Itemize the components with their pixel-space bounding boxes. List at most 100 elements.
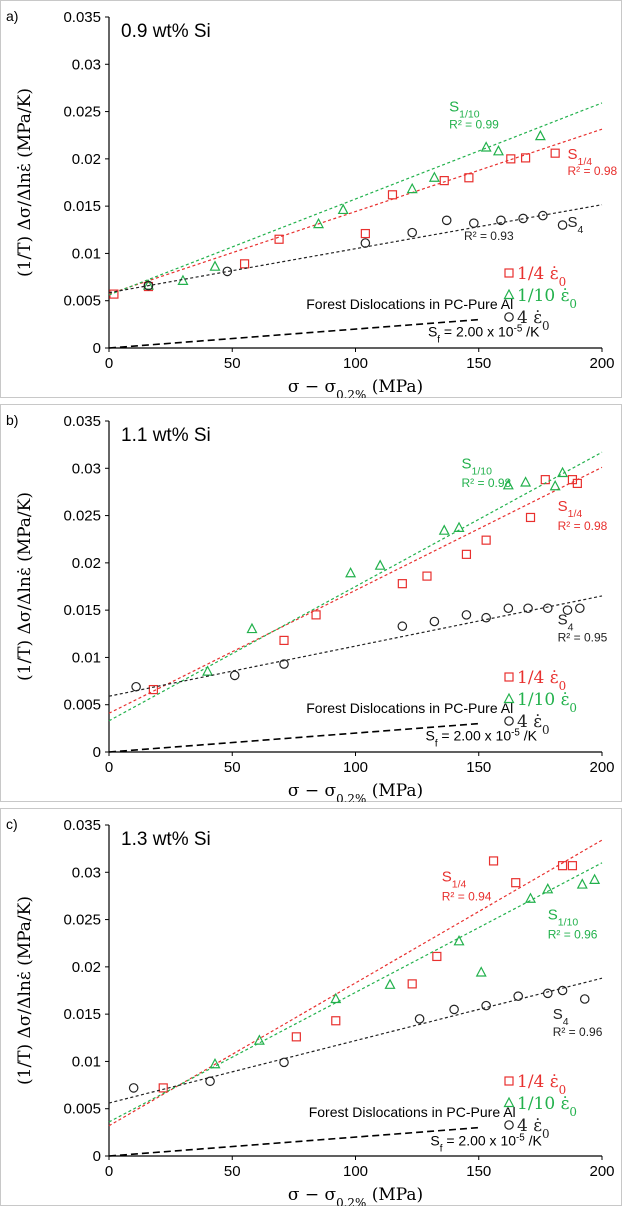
x-axis-title: σ − σ0.2% (MPa) <box>288 377 423 398</box>
r-squared-label: R² = 0.96 <box>553 1025 603 1039</box>
data-point-square <box>279 635 289 646</box>
data-point-triangle <box>253 1034 265 1045</box>
y-tick-label: 0.005 <box>63 1101 101 1118</box>
data-point-circle <box>469 218 479 228</box>
r-squared-label: R² = 0.93 <box>464 229 514 243</box>
x-tick-label: 50 <box>224 355 241 372</box>
data-point-triangle <box>492 145 504 156</box>
y-tick-label: 0.01 <box>72 1053 101 1070</box>
series-slope-label: S1/10 <box>449 99 480 121</box>
panel-a: 0 50 100 150 200 0 0.005 0.01 0.015 0.02 0.025 0.03… <box>0 0 622 398</box>
panel-b: 0 50 100 150 200 0 0.005 0.01 0.015 0.02 0.025 0.03… <box>0 404 622 802</box>
data-point-square <box>520 153 531 163</box>
data-point-triangle <box>453 521 465 532</box>
series-slope-label: S4 <box>558 611 574 633</box>
panel-frame <box>0 808 622 1206</box>
data-point-circle <box>429 616 440 627</box>
x-tick-label: 200 <box>589 759 614 776</box>
legend-entry: 4 ε̇0 <box>517 308 550 333</box>
data-point-circle <box>407 227 417 238</box>
data-point-square <box>331 1016 341 1026</box>
composition-label: 0.9 wt% Si <box>121 21 211 42</box>
data-point-circle <box>518 213 528 224</box>
legend-marker-square <box>504 268 514 278</box>
fit-line <box>108 595 603 697</box>
data-point-square <box>291 1032 301 1042</box>
y-tick-label: 0.01 <box>72 649 101 666</box>
data-point-triangle <box>453 935 465 946</box>
y-axis-title: (1/T) Δσ/Δlnε̇ (MPa/K) <box>15 896 35 1085</box>
y-axis-title: (1/T) Δσ/Δlnε̇ (MPa/K) <box>15 492 35 681</box>
legend-marker-square <box>504 1076 514 1086</box>
data-point-triangle <box>438 524 450 535</box>
legend-marker-triangle <box>503 288 515 300</box>
data-point-square <box>148 684 158 695</box>
x-tick-label: 0 <box>105 1163 113 1180</box>
data-point-triangle <box>502 479 514 490</box>
data-point-square <box>461 549 472 559</box>
y-tick-label: 0.02 <box>72 151 101 168</box>
y-tick-label: 0.03 <box>72 864 101 881</box>
legend-marker-circle <box>504 1120 514 1130</box>
data-point-triangle <box>313 217 325 229</box>
fit-line <box>108 839 603 1127</box>
forest-label: Forest Dislocations in PC-Pure Al <box>309 1104 516 1120</box>
panel-tag: b) <box>6 412 18 428</box>
legend-marker-square <box>504 672 514 682</box>
forest-dislocation-line <box>108 1126 479 1157</box>
data-point-circle <box>229 670 240 681</box>
data-point-circle <box>503 603 514 614</box>
data-point-circle <box>513 991 523 1001</box>
y-tick-label: 0.035 <box>63 413 101 430</box>
data-point-triangle <box>534 129 546 141</box>
fit-line <box>108 977 603 1104</box>
data-point-triangle <box>374 559 386 570</box>
r-squared-label: R² = 0.94 <box>442 890 492 904</box>
data-point-triangle <box>202 665 214 676</box>
legend-entry: 1/10 ε̇0 <box>517 1094 577 1119</box>
composition-label: 1.3 wt% Si <box>121 829 211 850</box>
data-point-circle <box>575 603 585 614</box>
data-point-square <box>567 861 578 871</box>
series-slope-label: S1/4 <box>442 869 467 891</box>
data-point-square <box>506 154 516 164</box>
data-point-circle <box>542 603 553 614</box>
y-tick-label: 0.02 <box>72 555 101 572</box>
x-tick-label: 0 <box>105 355 113 372</box>
r-squared-label: R² = 0.95 <box>558 630 608 644</box>
y-tick-label: 0.03 <box>72 460 101 477</box>
data-point-square <box>488 856 499 866</box>
forest-slope-label: Sf = 2.00 x 10-5 /K <box>428 323 540 345</box>
forest-dislocation-line <box>108 318 479 349</box>
plot-area: 0 50 100 150 200 0 0.005 0.01 0.015 0.02 0.025 0.03… <box>6 816 615 1206</box>
r-squared-label: R² = 0.98 <box>567 164 617 178</box>
data-point-triangle <box>525 892 537 903</box>
y-tick-label: 0 <box>93 1148 101 1165</box>
series-slope-label: S4 <box>567 214 583 236</box>
data-point-square <box>439 176 449 186</box>
data-point-circle <box>279 1057 289 1068</box>
data-point-triangle <box>428 171 440 182</box>
y-tick-label: 0.015 <box>63 198 101 215</box>
data-point-square <box>550 148 560 158</box>
y-tick-label: 0.035 <box>63 9 101 26</box>
forest-dislocation-line <box>108 722 479 753</box>
data-point-square <box>407 979 417 989</box>
series-slope-label: S1/10 <box>548 907 579 929</box>
data-point-square <box>311 610 321 620</box>
data-point-triangle <box>246 622 258 634</box>
forest-slope-label: Sf = 2.00 x 10-5 /K <box>425 727 537 749</box>
legend-entry: 1/10 ε̇0 <box>517 286 577 311</box>
data-point-triangle <box>557 466 569 478</box>
data-point-circle <box>461 610 472 620</box>
chart-svg: 0 50 100 150 200 0 0.005 0.01 0.015 0.02 0.025 0.03… <box>0 808 622 1206</box>
data-point-square <box>525 512 536 523</box>
data-point-circle <box>128 1083 139 1093</box>
y-tick-label: 0.015 <box>63 602 101 619</box>
plot-area: 0 50 100 150 200 0 0.005 0.01 0.015 0.02 0.025 0.03… <box>6 8 618 398</box>
y-tick-label: 0.025 <box>63 104 101 121</box>
x-tick-label: 200 <box>589 1163 614 1180</box>
data-point-circle <box>481 1000 491 1011</box>
x-tick-label: 100 <box>343 759 368 776</box>
legend-entry: 1/4 ε̇0 <box>517 264 566 289</box>
